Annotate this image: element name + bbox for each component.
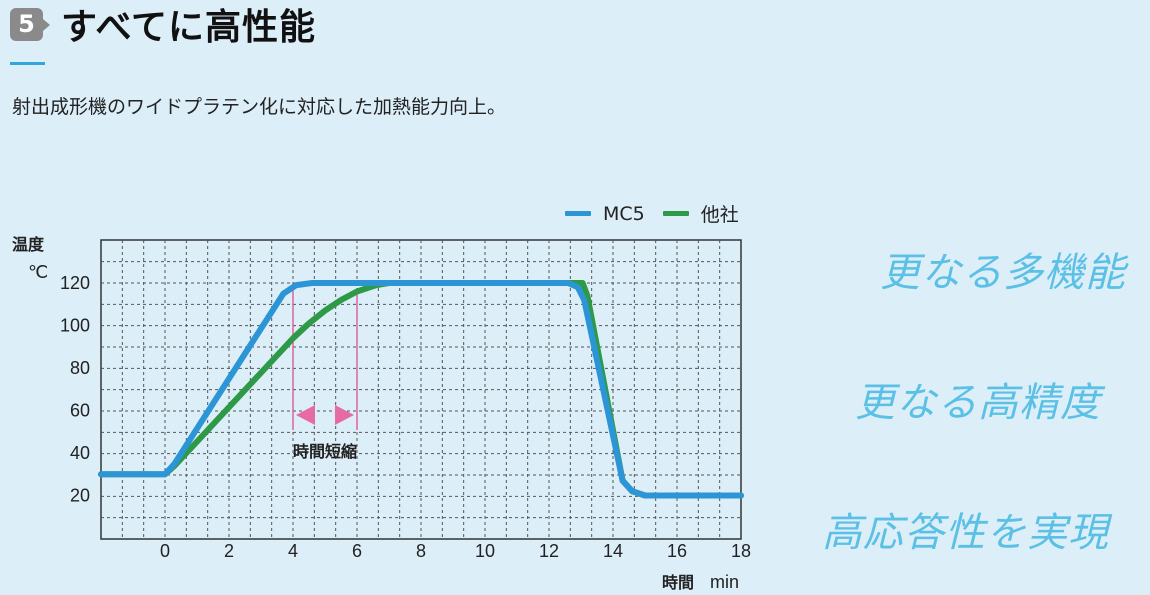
x-tick-label: 14: [603, 541, 623, 561]
title-underline: [10, 62, 45, 65]
legend-item-mc5: MC5: [565, 203, 645, 225]
x-axis-unit: min: [710, 572, 739, 592]
annotation-label: 時間短縮: [293, 442, 357, 461]
y-axis-unit: ℃: [28, 262, 48, 282]
y-tick-label: 80: [70, 358, 90, 378]
x-tick-label: 6: [352, 541, 362, 561]
section-number: 5: [18, 10, 35, 38]
x-tick-label: 12: [539, 541, 559, 561]
annotation-arrow-left: [296, 405, 315, 425]
page-subtitle: 射出成形機のワイドプラテン化に対応した加熱能力向上。: [12, 96, 507, 118]
x-tick-label: 4: [288, 541, 298, 561]
y-tick-label: 100: [60, 316, 90, 336]
x-tick-label: 0: [160, 541, 170, 561]
page-title: すべてに高性能: [61, 7, 317, 48]
chart-tick-labels: 0 2 4 6 8 10 12 14 16 18 20 40 60 80 100 120: [60, 273, 751, 561]
series-line-mc5: [98, 280, 744, 499]
x-tick-label: 2: [224, 541, 234, 561]
section-header: 5 すべてに高性能: [10, 4, 316, 48]
legend-label-other: 他社: [700, 204, 739, 226]
legend-item-other: 他社: [662, 200, 739, 227]
y-axis-title: 温度: [11, 235, 45, 254]
legend-label-mc5: MC5: [603, 202, 645, 225]
x-axis-title: 時間: [662, 573, 694, 592]
y-tick-label: 120: [60, 273, 90, 293]
annotation-arrow-right: [335, 405, 354, 425]
y-tick-label: 20: [70, 486, 90, 506]
feature-multifunction: 更なる多機能: [880, 250, 1126, 296]
chart-series: [98, 280, 744, 499]
legend-swatch-other: [662, 211, 689, 216]
x-tick-label: 10: [475, 541, 495, 561]
y-tick-label: 60: [70, 401, 90, 421]
badge-notch: [43, 18, 50, 31]
feature-precision: 更なる高精度: [855, 380, 1101, 426]
x-tick-label: 8: [416, 541, 426, 561]
chart-legend: MC5 他社: [565, 200, 757, 227]
legend-swatch-mc5: [565, 211, 591, 216]
time-reduction-annotation: 時間短縮: [292, 289, 358, 461]
y-tick-label: 40: [70, 443, 90, 463]
feature-responsiveness: 高応答性を実現: [822, 510, 1109, 556]
x-tick-label: 18: [731, 541, 751, 561]
section-number-badge: 5: [10, 7, 50, 41]
x-tick-label: 16: [667, 541, 687, 561]
